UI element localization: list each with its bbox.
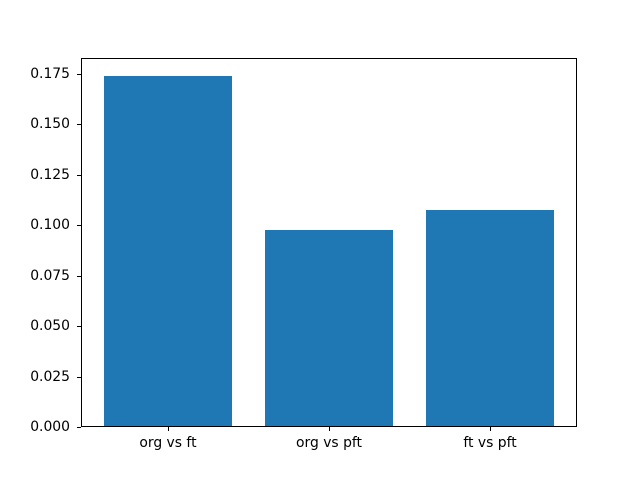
y-tick-label: 0.100: [30, 217, 70, 234]
y-tick-mark: [77, 275, 81, 277]
x-tick-label: org vs pft: [296, 435, 362, 451]
bar-ft-vs-pft: [425, 210, 555, 427]
y-tick-mark: [77, 124, 81, 126]
y-tick-label: 0.150: [30, 116, 70, 133]
y-tick-mark: [77, 73, 81, 75]
y-tick-mark: [77, 174, 81, 176]
x-tick-mark: [490, 427, 492, 431]
y-tick-mark: [77, 326, 81, 328]
y-tick-label: 0.075: [30, 267, 70, 284]
y-tick-mark: [77, 225, 81, 227]
plot-area: [81, 58, 577, 427]
y-tick-label: 0.000: [30, 419, 70, 435]
y-tick-label: 0.025: [30, 368, 70, 385]
bar-org-vs-pft: [264, 230, 394, 427]
y-tick-label: 0.050: [30, 318, 70, 335]
y-tick-mark: [77, 427, 81, 428]
x-tick-mark: [329, 427, 330, 431]
y-tick-mark: [77, 376, 81, 378]
y-tick-label: 0.125: [30, 166, 70, 183]
bar-org-vs-ft: [103, 75, 233, 427]
x-tick-label: org vs ft: [139, 435, 197, 451]
x-tick-mark: [167, 427, 169, 431]
y-tick-label: 0.175: [30, 65, 70, 82]
x-tick-label: ft vs pft: [463, 435, 517, 451]
